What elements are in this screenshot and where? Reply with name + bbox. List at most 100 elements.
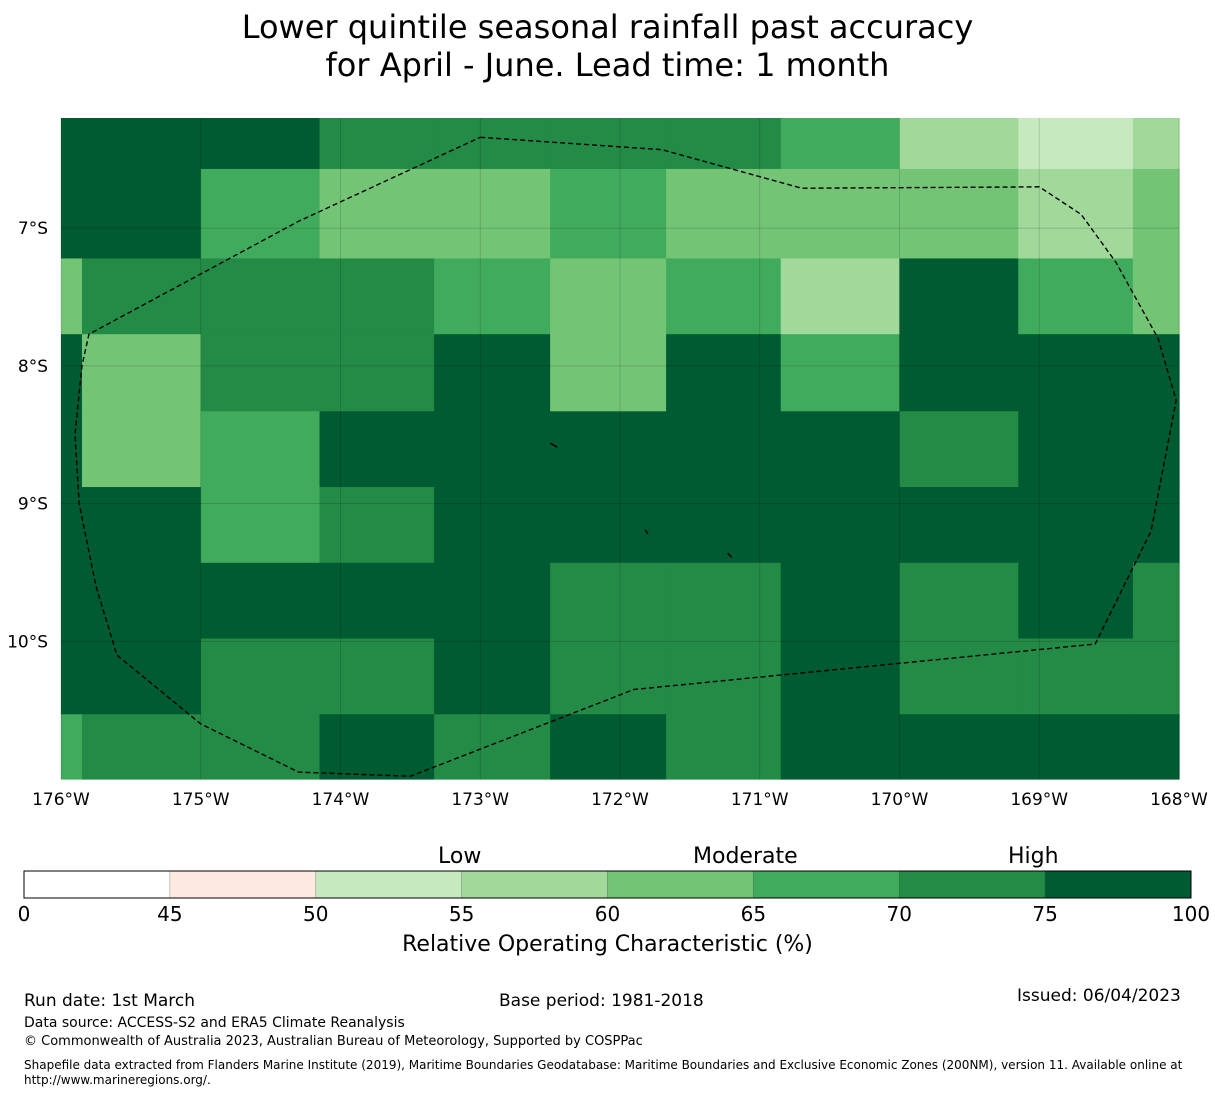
map-cell: [550, 487, 667, 564]
map-cell: [550, 638, 667, 715]
map-cell: [81, 638, 202, 715]
colorbar-segment: [23, 870, 171, 899]
map-cell: [61, 638, 83, 715]
map-cell: [319, 411, 435, 488]
map-cell: [1018, 714, 1134, 780]
map-cell: [61, 487, 83, 564]
eez-boundary: [74, 136, 1177, 777]
colorbar-frame: [23, 870, 1192, 899]
colorbar-segment: [315, 870, 462, 899]
map-cell: [319, 118, 435, 170]
colorbar-tick-label: 65: [741, 902, 766, 926]
map-cell: [1018, 168, 1134, 260]
map-cell: [780, 638, 901, 715]
map-cell: [200, 334, 321, 412]
lat-tick-label: 10°S: [7, 632, 48, 652]
map-cell: [899, 638, 1019, 715]
colorbar-segment: [169, 870, 317, 899]
map-cell: [780, 258, 901, 335]
chart-title-line2: for April - June. Lead time: 1 month: [325, 46, 890, 84]
map-cell: [780, 334, 901, 412]
chart-title-line1: Lower quintile seasonal rainfall past ac…: [241, 8, 974, 46]
data-source: Data source: ACCESS-S2 and ERA5 Climate …: [24, 1015, 405, 1031]
map-cell: [780, 168, 901, 260]
map-cell: [550, 562, 667, 640]
map-cell: [319, 168, 435, 260]
map-cell: [81, 487, 202, 564]
map-cell: [1018, 411, 1134, 488]
map-cell: [81, 258, 202, 335]
map-cell: [666, 411, 782, 488]
map-cell: [319, 714, 435, 780]
colorbar-segment: [607, 870, 754, 899]
map-cell: [81, 411, 202, 488]
map-cell: [1132, 168, 1180, 260]
map-cell: [200, 562, 321, 640]
map-cell: [666, 714, 782, 780]
colorbar-tick-label: 60: [595, 902, 620, 926]
island-outline: [727, 552, 733, 558]
map-cell: [81, 118, 202, 170]
map-cell: [780, 714, 901, 780]
map-cell: [550, 334, 667, 412]
map-cell: [81, 168, 202, 260]
colorbar-tick-label: 50: [303, 902, 328, 926]
map-cell: [1018, 118, 1134, 170]
map-cell: [61, 562, 83, 640]
colorbar-tick-label: 55: [449, 902, 474, 926]
copyright: © Commonwealth of Australia 2023, Austra…: [24, 1034, 643, 1049]
lon-tick-label: 171°W: [731, 790, 789, 810]
map-cell: [61, 168, 83, 260]
map-cell: [434, 118, 551, 170]
colorbar-tick-label: 100: [1172, 902, 1210, 926]
map-cell: [1132, 714, 1180, 780]
map-cell: [319, 638, 435, 715]
map-cell: [61, 714, 83, 780]
map-cell: [1018, 487, 1134, 564]
map-cell: [81, 562, 202, 640]
colorbar-tick-label: 0: [18, 902, 31, 926]
map-cell: [434, 714, 551, 780]
lon-tick-label: 174°W: [312, 790, 370, 810]
colorbar-segment: [461, 870, 608, 899]
lon-tick-label: 173°W: [451, 790, 509, 810]
map-cell: [434, 258, 551, 335]
map-cell: [899, 118, 1019, 170]
map-cell: [434, 562, 551, 640]
map-cell: [1132, 638, 1180, 715]
lat-tick-label: 8°S: [18, 357, 48, 377]
map-cell: [200, 638, 321, 715]
lon-tick-label: 170°W: [871, 790, 929, 810]
map-cell: [666, 487, 782, 564]
colorbar-tick-label: 45: [157, 902, 182, 926]
issued-date: Issued: 06/04/2023: [1017, 986, 1181, 1006]
map-cell: [666, 168, 782, 260]
map-cell: [550, 168, 667, 260]
map-cell: [666, 258, 782, 335]
map-cell: [61, 118, 83, 170]
map-cell: [61, 258, 83, 335]
map-cell: [200, 168, 321, 260]
map-cell: [550, 258, 667, 335]
map-cell: [1132, 334, 1180, 412]
map-cell: [434, 487, 551, 564]
island-outline: [644, 529, 649, 535]
map-cell: [319, 562, 435, 640]
map-cell: [81, 714, 202, 780]
map-cell: [666, 334, 782, 412]
map-cell: [666, 118, 782, 170]
map-cell: [1132, 487, 1180, 564]
map-cell: [1132, 562, 1180, 640]
colorbar-label-high: High: [1008, 844, 1059, 869]
map-cell: [61, 411, 83, 488]
map-cell: [1132, 118, 1180, 170]
colorbar-tick-label: 75: [1032, 902, 1057, 926]
lon-tick-label: 168°W: [1150, 790, 1208, 810]
map-cell: [200, 487, 321, 564]
map-cell: [200, 258, 321, 335]
map-cell: [319, 487, 435, 564]
colorbar-label-low: Low: [438, 844, 482, 869]
colorbar-label-moderate: Moderate: [693, 844, 798, 869]
map-cell: [434, 168, 551, 260]
lon-tick-label: 169°W: [1010, 790, 1068, 810]
